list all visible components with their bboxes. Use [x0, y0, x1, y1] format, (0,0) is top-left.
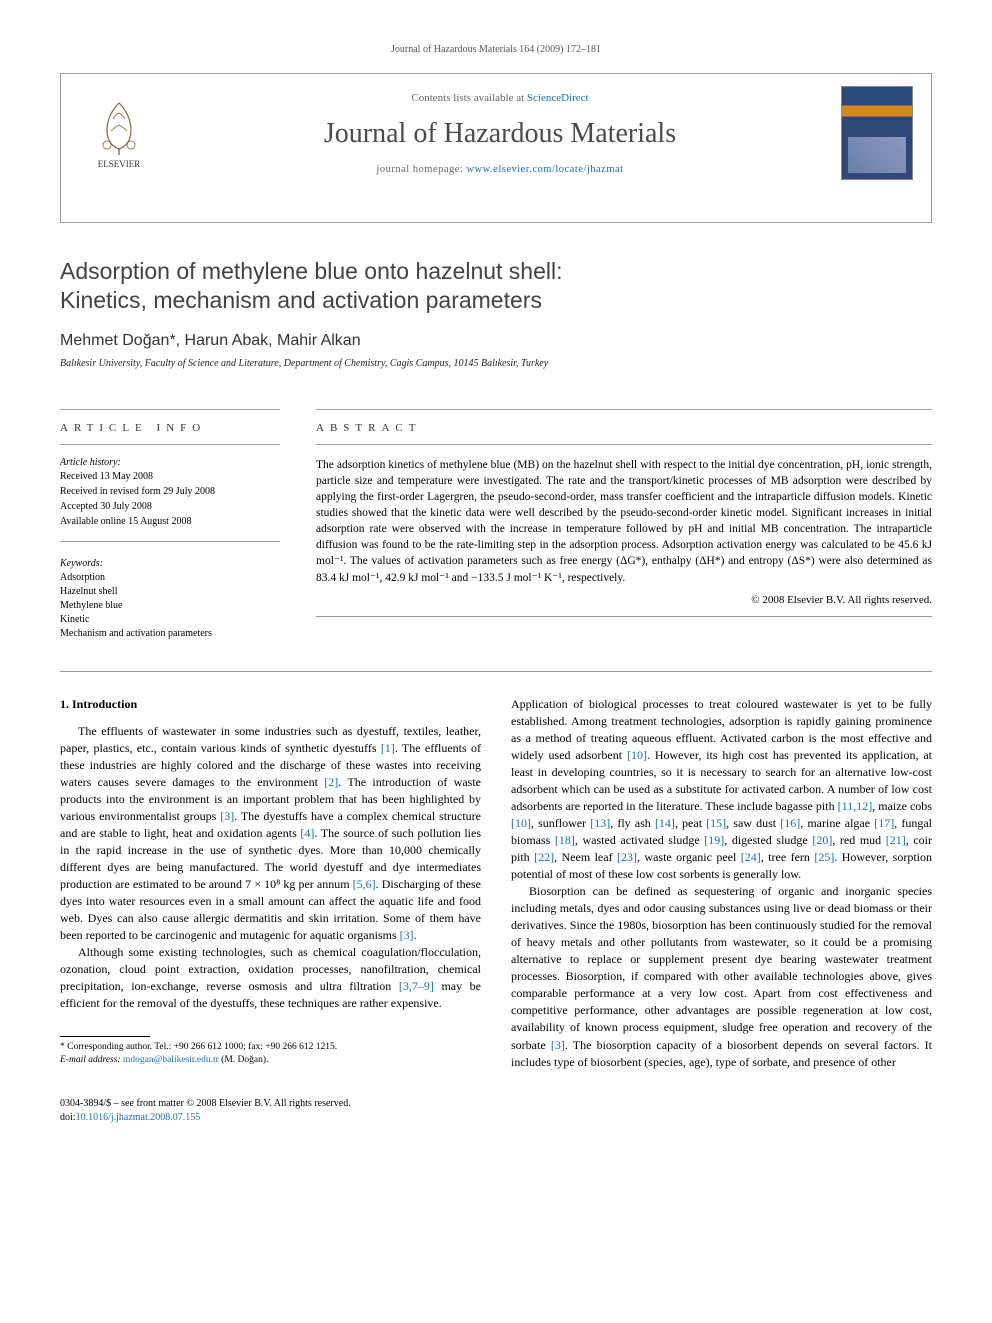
copyright: © 2008 Elsevier B.V. All rights reserved… — [316, 594, 932, 606]
homepage-line: journal homepage: www.elsevier.com/locat… — [159, 164, 841, 175]
keyword: Methylene blue — [60, 599, 280, 613]
contents-line: Contents lists available at ScienceDirec… — [159, 92, 841, 104]
rule — [316, 444, 932, 445]
rule — [316, 409, 932, 410]
keyword: Kinetic — [60, 613, 280, 627]
issn-line: 0304-3894/$ – see front matter © 2008 El… — [60, 1097, 351, 1111]
abstract-heading: abstract — [316, 422, 932, 434]
publisher-block: ELSEVIER — [79, 97, 159, 169]
authors: Mehmet Doğan*, Harun Abak, Mahir Alkan — [60, 332, 932, 350]
section-heading: 1. Introduction — [60, 696, 481, 713]
homepage-prefix: journal homepage: — [376, 164, 466, 175]
footnote-rule — [60, 1036, 150, 1037]
keyword: Hazelnut shell — [60, 585, 280, 599]
doi-label: doi: — [60, 1112, 76, 1123]
running-head: Journal of Hazardous Materials 164 (2009… — [60, 44, 932, 55]
keyword: Adsorption — [60, 571, 280, 585]
rule — [60, 409, 280, 410]
email-link[interactable]: mdogan@balikesir.edu.tr — [123, 1055, 219, 1065]
affiliation: Balıkesir University, Faculty of Science… — [60, 358, 932, 369]
email-footnote: E-mail address: mdogan@balikesir.edu.tr … — [60, 1054, 481, 1067]
title-line-2: Kinetics, mechanism and activation param… — [60, 287, 542, 313]
title-line-1: Adsorption of methylene blue onto hazeln… — [60, 258, 563, 284]
homepage-link[interactable]: www.elsevier.com/locate/jhazmat — [466, 164, 623, 175]
journal-cover-thumbnail — [841, 86, 913, 180]
rule — [60, 444, 280, 445]
history-label: Article history: — [60, 457, 280, 468]
sciencedirect-link[interactable]: ScienceDirect — [527, 92, 589, 104]
email-label: E-mail address: — [60, 1055, 123, 1065]
paragraph: Although some existing technologies, suc… — [60, 944, 481, 1012]
page-footer: 0304-3894/$ – see front matter © 2008 El… — [60, 1097, 932, 1125]
paragraph: The effluents of wastewater in some indu… — [60, 723, 481, 944]
paragraph: Application of biological processes to t… — [511, 696, 932, 883]
email-suffix: (M. Doğan). — [219, 1055, 269, 1065]
contents-prefix: Contents lists available at — [411, 92, 526, 104]
keyword: Mechanism and activation parameters — [60, 627, 280, 641]
history-received: Received 13 May 2008 — [60, 470, 280, 484]
journal-header: ELSEVIER Contents lists available at Sci… — [60, 73, 932, 223]
rule — [60, 671, 932, 672]
rule — [60, 541, 280, 542]
history-online: Available online 15 August 2008 — [60, 515, 280, 529]
article-info-heading: article info — [60, 422, 280, 434]
article-title: Adsorption of methylene blue onto hazeln… — [60, 257, 932, 316]
body-columns: 1. Introduction The effluents of wastewa… — [60, 696, 932, 1071]
rule — [316, 616, 932, 617]
doi-link[interactable]: 10.1016/j.jhazmat.2008.07.155 — [76, 1112, 201, 1123]
paragraph: Biosorption can be defined as sequesteri… — [511, 883, 932, 1070]
publisher-name: ELSEVIER — [79, 159, 159, 169]
history-revised: Received in revised form 29 July 2008 — [60, 485, 280, 499]
elsevier-tree-icon — [91, 97, 147, 157]
abstract-text: The adsorption kinetics of methylene blu… — [316, 457, 932, 586]
history-accepted: Accepted 30 July 2008 — [60, 500, 280, 514]
journal-name: Journal of Hazardous Materials — [159, 118, 841, 150]
abstract-block: abstract The adsorption kinetics of meth… — [316, 395, 932, 641]
corresponding-author: * Corresponding author. Tel.: +90 266 61… — [60, 1041, 481, 1054]
keywords-label: Keywords: — [60, 558, 280, 569]
article-info-block: article info Article history: Received 1… — [60, 395, 280, 641]
